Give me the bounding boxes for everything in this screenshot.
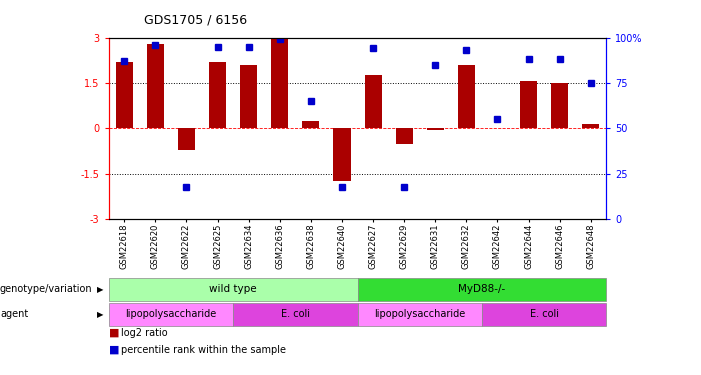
Bar	[427, 129, 444, 130]
Bar	[240, 65, 257, 129]
Text: ▶: ▶	[97, 285, 103, 294]
Text: ▶: ▶	[97, 310, 103, 319]
Bar	[178, 129, 195, 150]
Bar	[551, 83, 569, 129]
Text: MyD88-/-: MyD88-/-	[458, 284, 505, 294]
Text: genotype/variation: genotype/variation	[0, 284, 93, 294]
Text: lipopolysaccharide: lipopolysaccharide	[374, 309, 465, 319]
Bar	[109, 278, 358, 301]
Bar	[233, 303, 358, 326]
Bar	[109, 303, 233, 326]
Bar	[458, 65, 475, 129]
Text: GDS1705 / 6156: GDS1705 / 6156	[144, 13, 247, 26]
Text: ■: ■	[109, 328, 119, 338]
Text: ■: ■	[109, 345, 119, 355]
Bar	[520, 81, 537, 129]
Bar	[583, 124, 599, 129]
Bar	[482, 303, 606, 326]
Bar	[334, 129, 350, 182]
Bar	[302, 121, 320, 129]
Text: lipopolysaccharide: lipopolysaccharide	[125, 309, 217, 319]
Text: log2 ratio: log2 ratio	[121, 328, 168, 338]
Bar	[365, 75, 381, 129]
Bar	[358, 278, 606, 301]
Bar	[395, 129, 413, 144]
Text: percentile rank within the sample: percentile rank within the sample	[121, 345, 286, 355]
Text: wild type: wild type	[210, 284, 257, 294]
Bar	[271, 39, 288, 129]
Bar	[209, 62, 226, 129]
Text: E. coli: E. coli	[281, 309, 310, 319]
Bar	[358, 303, 482, 326]
Text: agent: agent	[0, 309, 28, 319]
Bar	[147, 44, 164, 129]
Text: E. coli: E. coli	[530, 309, 559, 319]
Bar	[116, 62, 132, 129]
